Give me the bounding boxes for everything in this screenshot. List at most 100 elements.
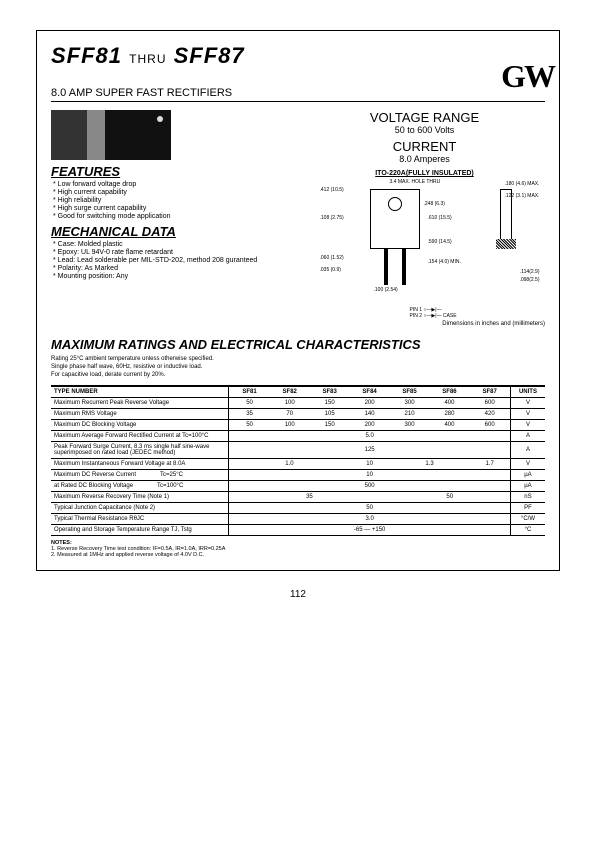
feature-item: High current capability bbox=[53, 189, 292, 196]
table-header: SF87 bbox=[469, 386, 510, 398]
pkg-legs bbox=[380, 249, 410, 285]
table-header-row: TYPE NUMBERSF81SF82SF83SF84SF85SF86SF87U… bbox=[51, 386, 545, 398]
ratings-table: TYPE NUMBERSF81SF82SF83SF84SF85SF86SF87U… bbox=[51, 385, 545, 536]
dimensions-note: Dimensions in inches and (millimeters) bbox=[304, 321, 545, 327]
row-label: Peak Forward Surge Current, 8.3 ms singl… bbox=[51, 442, 229, 459]
pin2-label: PIN 2 bbox=[410, 313, 423, 319]
row-label: Maximum DC Reverse Current Tc=25°C bbox=[51, 470, 229, 481]
mechanical-item: Case: Molded plastic bbox=[53, 241, 292, 248]
logo: GW bbox=[501, 58, 554, 95]
ratings-note-line: Rating 25°C ambient temperature unless o… bbox=[51, 356, 545, 364]
table-cell: 10 bbox=[229, 470, 511, 481]
table-cell: 300 bbox=[390, 398, 430, 409]
unit-cell: µA bbox=[510, 470, 545, 481]
table-row: Maximum Reverse Recovery Time (Note 1)35… bbox=[51, 492, 545, 503]
table-cell: 140 bbox=[350, 409, 390, 420]
dim-e: .035 (0.9) bbox=[320, 267, 341, 273]
table-row: Maximum RMS Voltage3570105140210280420V bbox=[51, 409, 545, 420]
ratings-conditions: Rating 25°C ambient temperature unless o… bbox=[51, 356, 545, 379]
component-photo bbox=[51, 110, 171, 160]
row-label: Maximum Average Forward Rectified Curren… bbox=[51, 431, 229, 442]
table-cell: 420 bbox=[469, 409, 510, 420]
dim-d: .060 (1.52) bbox=[320, 255, 344, 261]
pkg-hole bbox=[388, 197, 402, 211]
dim-h: .610 (15.5) bbox=[428, 215, 452, 221]
mechanical-item: Lead: Lead solderable per MIL-STD-202, m… bbox=[53, 257, 292, 264]
table-cell: 105 bbox=[310, 409, 350, 420]
table-cell: 3.0 bbox=[229, 514, 511, 525]
title-part-b: SFF87 bbox=[174, 43, 245, 68]
dim-f: .100 (2.54) bbox=[374, 287, 398, 293]
pkg-side-outline bbox=[492, 189, 520, 257]
table-cell: 50 bbox=[229, 420, 270, 431]
table-cell: 210 bbox=[390, 409, 430, 420]
current-title: CURRENT bbox=[304, 139, 545, 154]
table-row: at Rated DC Blocking Voltage Tc=100°C500… bbox=[51, 481, 545, 492]
row-label: Typical Junction Capacitance (Note 2) bbox=[51, 503, 229, 514]
row-label: Operating and Storage Temperature Range … bbox=[51, 525, 229, 536]
table-cell: -65 — +150 bbox=[229, 525, 511, 536]
table-cell: 70 bbox=[270, 409, 310, 420]
row-label: Maximum RMS Voltage bbox=[51, 409, 229, 420]
table-header: SF81 bbox=[229, 386, 270, 398]
subtitle: 8.0 AMP SUPER FAST RECTIFIERS bbox=[51, 87, 545, 99]
table-cell: 1.3 bbox=[390, 459, 470, 470]
unit-cell: µA bbox=[510, 481, 545, 492]
table-row: Typical Thermal Resistance RθJC3.0°C/W bbox=[51, 514, 545, 525]
unit-cell: nS bbox=[510, 492, 545, 503]
mechanical-item: Mounting position: Any bbox=[53, 273, 292, 280]
table-cell: 35 bbox=[229, 492, 390, 503]
unit-cell: °C/W bbox=[510, 514, 545, 525]
dim-n: .098(2.5) bbox=[519, 277, 539, 283]
features-heading: FEATURES bbox=[51, 164, 292, 179]
table-cell: 400 bbox=[430, 420, 470, 431]
table-cell: 600 bbox=[469, 420, 510, 431]
note-line: 2. Measured at 1MHz and applied reverse … bbox=[51, 552, 545, 558]
mechanical-heading: MECHANICAL DATA bbox=[51, 224, 292, 239]
mechanical-item: Polarity: As Marked bbox=[53, 265, 292, 272]
table-cell: 300 bbox=[390, 420, 430, 431]
dim-l: .122 (3.1) MAX. bbox=[504, 193, 539, 199]
ratings-note-line: Single phase half wave, 60Hz, resistive … bbox=[51, 364, 545, 372]
unit-cell: A bbox=[510, 442, 545, 459]
row-label: Maximum Recurrent Peak Reverse Voltage bbox=[51, 398, 229, 409]
dim-m: .114(2.9) bbox=[520, 269, 540, 275]
dim-k: .180 (4.6) MAX. bbox=[504, 181, 539, 187]
table-cell: 50 bbox=[229, 398, 270, 409]
feature-item: Good for switching mode application bbox=[53, 213, 292, 220]
row-label: Maximum Instantaneous Forward Voltage at… bbox=[51, 459, 229, 470]
page-title: SFF81 THRU SFF87 bbox=[51, 43, 545, 69]
current-value: 8.0 Amperes bbox=[304, 154, 545, 164]
dim-c: .108 (2.75) bbox=[320, 215, 344, 221]
table-cell: 100 bbox=[270, 420, 310, 431]
table-cell: 1.7 bbox=[469, 459, 510, 470]
feature-item: Low forward voltage drop bbox=[53, 181, 292, 188]
table-row: Operating and Storage Temperature Range … bbox=[51, 525, 545, 536]
divider bbox=[51, 101, 545, 102]
unit-cell: V bbox=[510, 409, 545, 420]
table-cell: 150 bbox=[310, 398, 350, 409]
page-number: 112 bbox=[36, 589, 560, 600]
diode-symbol-icon: ○—▶|— bbox=[423, 313, 441, 319]
voltage-range-title: VOLTAGE RANGE bbox=[304, 110, 545, 125]
dim-i: .590 (14.5) bbox=[428, 239, 452, 245]
table-cell: 200 bbox=[350, 398, 390, 409]
table-cell: 280 bbox=[430, 409, 470, 420]
table-cell: 400 bbox=[430, 398, 470, 409]
voltage-range-value: 50 to 600 Volts bbox=[304, 125, 545, 135]
table-cell: 50 bbox=[229, 503, 511, 514]
table-cell: 35 bbox=[229, 409, 270, 420]
unit-cell: A bbox=[510, 431, 545, 442]
row-label: Maximum DC Blocking Voltage bbox=[51, 420, 229, 431]
ratings-note-line: For capacitive load, derate current by 2… bbox=[51, 372, 545, 380]
title-thru: THRU bbox=[129, 52, 166, 66]
package-diagram: .412 (10.5) .108 (2.75) .060 (1.52) .035… bbox=[310, 179, 540, 319]
row-label: Maximum Reverse Recovery Time (Note 1) bbox=[51, 492, 229, 503]
dim-g: 3.4 MAX. HOLE THRU bbox=[390, 179, 441, 185]
dim-j: .154 (4.0) MIN. bbox=[428, 259, 461, 265]
table-row: Maximum DC Blocking Voltage5010015020030… bbox=[51, 420, 545, 431]
table-cell: 200 bbox=[350, 420, 390, 431]
table-cell: 500 bbox=[229, 481, 511, 492]
table-cell: 10 bbox=[350, 459, 390, 470]
dim-b: .248 (6.3) bbox=[424, 201, 445, 207]
